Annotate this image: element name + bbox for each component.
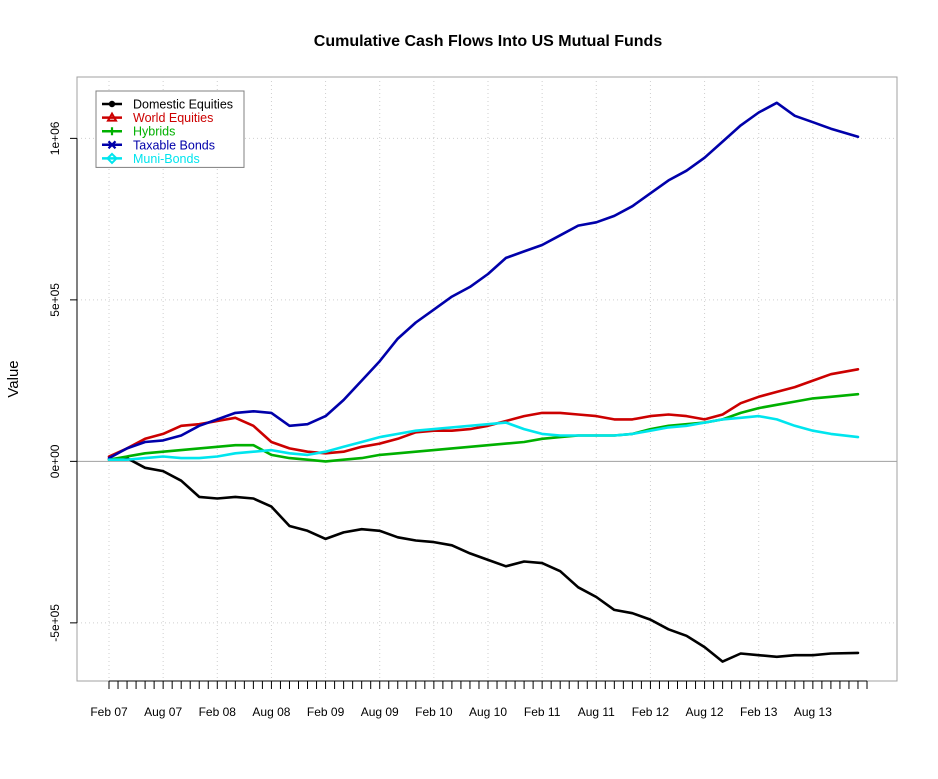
x-tick-label: Feb 08 [199, 705, 237, 719]
legend-label: Domestic Equities [133, 98, 233, 112]
x-tick-label: Aug 10 [469, 705, 507, 719]
x-tick-label: Feb 10 [415, 705, 453, 719]
legend-label: World Equities [133, 111, 213, 125]
y-tick-label: 5e+05 [48, 283, 62, 317]
x-tick-label: Aug 13 [794, 705, 832, 719]
series-line-taxable-bonds [107, 101, 860, 460]
x-tick-label: Aug 08 [252, 705, 290, 719]
legend-label: Hybrids [133, 125, 175, 139]
x-tick-label: Feb 09 [307, 705, 345, 719]
legend-marker [106, 111, 118, 122]
x-tick-label: Aug 09 [361, 705, 399, 719]
legend-marker [108, 100, 116, 108]
legend-marker [107, 140, 117, 150]
y-axis-label: Value [5, 360, 22, 397]
y-tick-label: 0e+00 [48, 444, 62, 478]
legend-marker [108, 127, 116, 136]
axes: Feb 07 Aug 07 Feb 08 Aug 08 Feb 09 Aug 09 Feb … [48, 121, 868, 719]
x-tick-label: Feb 07 [90, 705, 128, 719]
legend-marker [106, 152, 118, 165]
x-tick-label: Feb 11 [524, 705, 561, 719]
y-tick-label: 1e+06 [48, 121, 62, 155]
chart-title: Cumulative Cash Flows Into US Mutual Fun… [314, 33, 663, 50]
x-tick-label: Aug 12 [686, 705, 724, 719]
x-tick-label: Feb 13 [740, 705, 778, 719]
legend-label: Taxable Bonds [133, 138, 215, 152]
series-line-world-equities [107, 368, 860, 458]
series-line-muni-bonds [107, 414, 860, 461]
y-tick-label: -5e+05 [48, 604, 62, 642]
legend-label: Muni-Bonds [133, 152, 200, 166]
x-tick-label: Aug 11 [578, 705, 615, 719]
x-tick-label: Feb 12 [632, 705, 670, 719]
series-group [107, 101, 860, 663]
x-tick-label: Aug 07 [144, 705, 182, 719]
series-line-domestic-equities [107, 456, 860, 663]
